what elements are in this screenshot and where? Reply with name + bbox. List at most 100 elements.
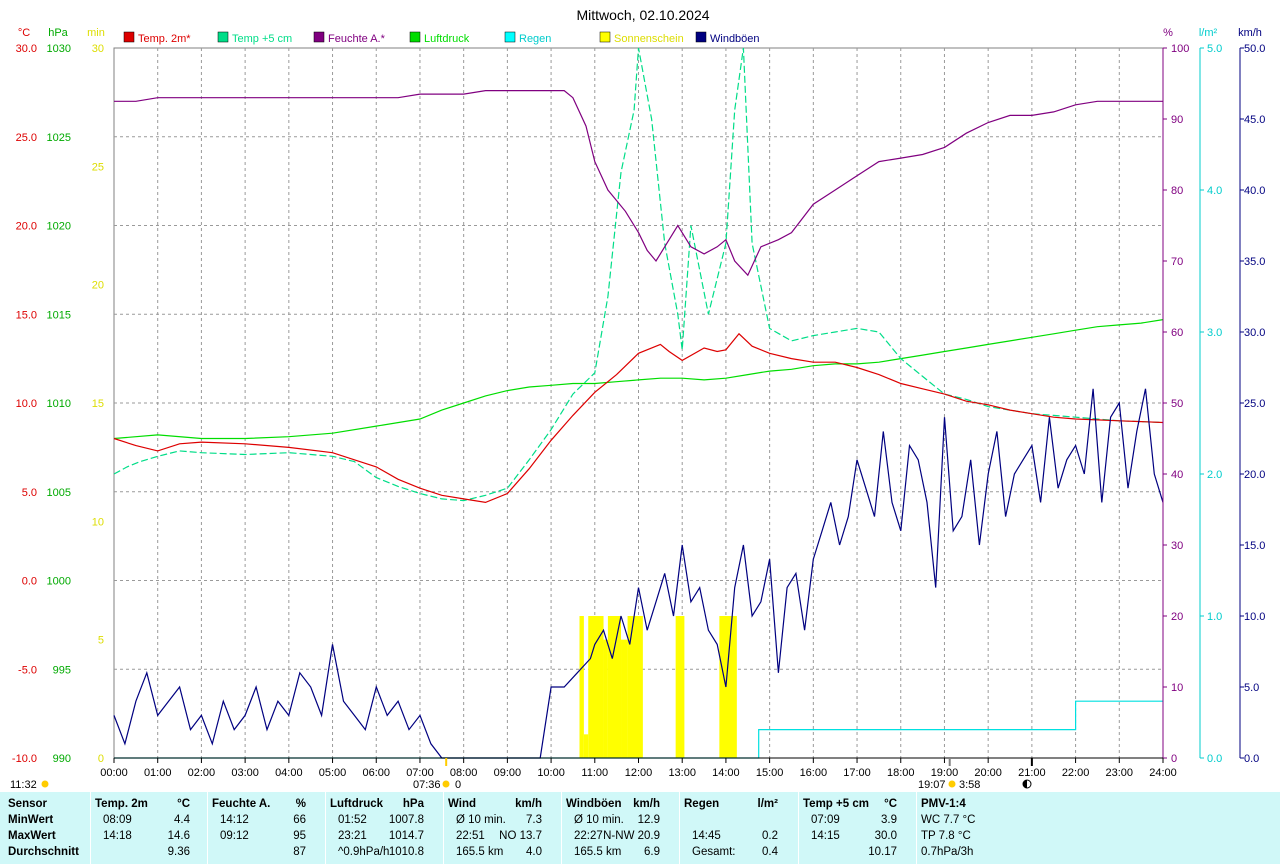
x-axis-tick-label: 23:00 (1106, 767, 1134, 779)
x-axis-tick-label: 01:00 (144, 767, 172, 779)
axis-tick-label: 0.0 (1207, 753, 1222, 765)
x-axis-tick-label: 21:00 (1018, 767, 1046, 779)
x-axis-tick-label: 17:00 (843, 767, 871, 779)
axis-tick-label: 60 (1171, 327, 1183, 339)
legend-label: Temp. 2m* (138, 33, 191, 45)
x-axis-tick-label: 09:00 (494, 767, 522, 779)
sunshine-bar (607, 616, 622, 758)
axis-tick-label: 0.0 (1244, 753, 1259, 765)
stats-cell-time: ^0.9hPa/h (338, 846, 390, 858)
axis-tick-label: 80 (1171, 185, 1183, 197)
stats-cell-value: 30.0 (874, 830, 897, 842)
statistics-panel: Sensor Temp. 2m °C Feuchte A.% Luftdruck hPa W… (0, 792, 1280, 864)
legend-swatch (123, 31, 135, 43)
stats-header: PMV-1:4 (921, 798, 966, 810)
sunshine-bar (627, 616, 643, 758)
axis-tick-label: 0 (98, 753, 104, 765)
stats-header: Temp. 2m (95, 798, 148, 810)
axis-unit-temp: °C (18, 27, 30, 39)
axis-tick-label: 40.0 (1244, 185, 1265, 197)
column-separator (561, 792, 562, 864)
stats-cell-value: 6.9 (644, 846, 660, 858)
column-separator (679, 792, 680, 864)
stats-header: Luftdruck (330, 798, 384, 810)
legend-label: Temp +5 cm (232, 33, 292, 45)
stats-cell-value: NO 13.7 (499, 830, 542, 842)
sunshine-bar (579, 616, 584, 758)
sunshine-bar (583, 734, 589, 758)
stats-header-unit: % (295, 798, 306, 810)
axis-tick-label: 25.0 (1244, 398, 1265, 410)
x-axis-tick-label: 07:00 (406, 767, 434, 779)
series-line (113, 319, 1164, 440)
stats-cell-time: 14:15 (811, 830, 840, 842)
sunrise-time-label: 07:36 (413, 779, 441, 791)
axis-tick-label: 20 (92, 280, 104, 292)
stats-cell-time: TP 7.8 °C (921, 830, 971, 842)
axis-tick-label: 15.0 (1244, 540, 1265, 552)
stats-cell-time: 165.5 km (574, 846, 622, 858)
stats-cell-value: 1014.7 (388, 830, 424, 842)
x-axis-tick-label: 22:00 (1062, 767, 1090, 779)
axis-tick-label: 50 (1171, 398, 1183, 410)
axis-tick-label: 70 (1171, 256, 1183, 268)
stats-header: Wind (448, 798, 476, 810)
stats-header: Regen (684, 798, 720, 810)
axis-tick-label: 1010 (47, 398, 71, 410)
stats-header-unit: l/m² (757, 798, 778, 810)
stats-header-unit: hPa (402, 798, 424, 810)
stats-header-unit: km/h (515, 798, 542, 810)
axis-tick-label: 5.0 (1207, 43, 1222, 55)
axis-tick-label: 10 (92, 516, 104, 528)
legend-swatch (217, 31, 229, 43)
stats-cell-time: Ø 10 min. (574, 814, 624, 826)
x-axis-tick-label: 12:00 (625, 767, 653, 779)
x-axis-tick-label: 10:00 (537, 767, 565, 779)
sunshine-bar (603, 639, 608, 758)
stats-header-unit: °C (884, 798, 897, 810)
stats-row-label: MinWert (8, 814, 54, 826)
x-axis-tick-label: 15:00 (756, 767, 784, 779)
stats-cell-time: 08:09 (103, 814, 132, 826)
axis-unit-pressure: hPa (48, 27, 68, 39)
stats-cell-value: 4.0 (526, 846, 542, 858)
x-axis-tick-label: 19:00 (931, 767, 959, 779)
stats-header: Feuchte A. (212, 798, 271, 810)
x-axis-tick-label: 05:00 (319, 767, 347, 779)
axis-tick-label: 5.0 (22, 487, 37, 499)
axis-tick-label: 1.0 (1207, 611, 1222, 623)
stats-cell-value: 3.9 (881, 814, 897, 826)
stats-cell-value: 4.4 (174, 814, 190, 826)
sun-icon (948, 780, 956, 788)
axis-tick-label: 10.0 (16, 398, 37, 410)
stats-cell-time: 0.7hPa/3h (921, 846, 974, 858)
chart-title: Mittwoch, 02.10.2024 (576, 7, 709, 23)
stats-header: Windböen (566, 798, 622, 810)
sunshine-bar (588, 616, 604, 758)
legend-label: Luftdruck (424, 33, 470, 45)
axis-tick-label: -10.0 (12, 753, 37, 765)
axis-tick-label: 1025 (47, 132, 71, 144)
chart-markers: 11:32 07:36 0 19:07 3:58 (10, 758, 1033, 791)
stats-cell-value: 1007.8 (388, 814, 424, 826)
axis-tick-label: 1005 (47, 487, 71, 499)
sun-icon (41, 780, 49, 788)
axis-unit-humidity: % (1163, 27, 1173, 39)
sunrise-value-label: 0 (455, 779, 461, 791)
legend-swatch (313, 31, 325, 43)
sunshine-bar (675, 616, 685, 758)
axis-tick-label: 90 (1171, 114, 1183, 126)
series-line (113, 47, 1164, 502)
chart-lines (113, 47, 1164, 759)
stats-cell-value: 0.4 (762, 846, 778, 858)
x-axis-tick-label: 00:00 (100, 767, 128, 779)
stats-cell-value: 12.9 (637, 814, 660, 826)
axis-tick-label: 50.0 (1244, 43, 1265, 55)
axis-tick-label: 25 (92, 161, 104, 173)
axis-tick-label: 30.0 (16, 43, 37, 55)
stats-cell-value: N-NW 20.9 (603, 830, 660, 842)
axis-tick-label: 20 (1171, 611, 1183, 623)
moon-icon-shade (1023, 780, 1027, 788)
stats-cell-time: 14:45 (692, 830, 721, 842)
sunshine-bar (719, 616, 737, 758)
